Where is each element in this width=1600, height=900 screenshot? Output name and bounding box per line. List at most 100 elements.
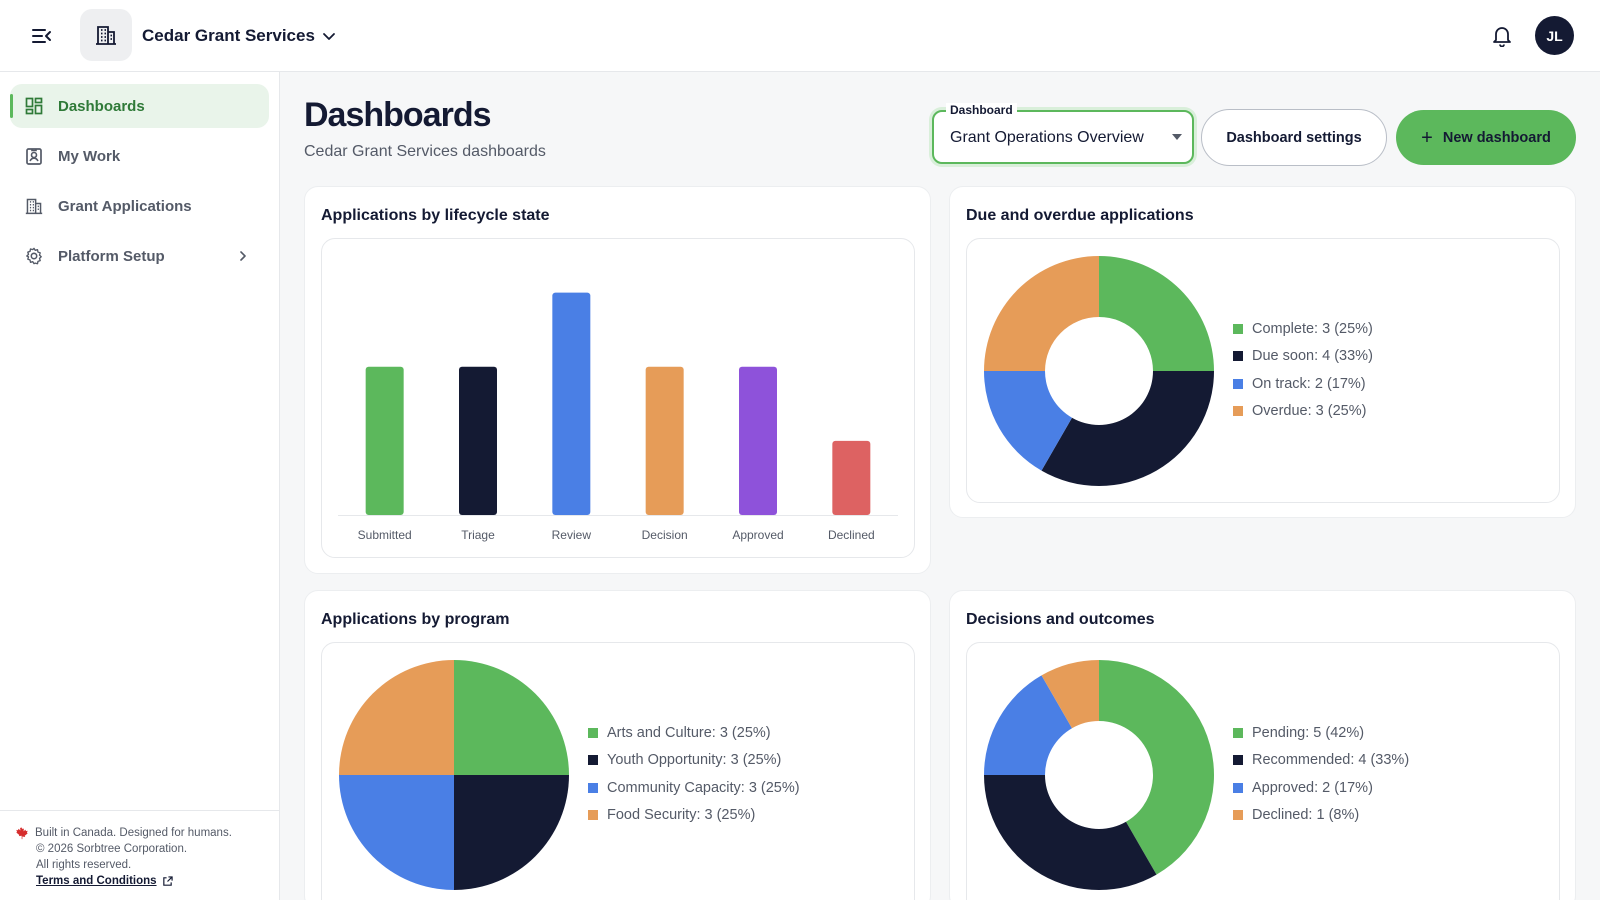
x-tick-label: Triage bbox=[461, 528, 495, 542]
slice-due-soon[interactable] bbox=[1041, 371, 1215, 486]
sidebar-item-platform-setup[interactable]: Platform Setup bbox=[10, 234, 269, 278]
slice-arts-and-culture[interactable] bbox=[454, 660, 569, 775]
legend-swatch bbox=[588, 810, 598, 821]
legend-swatch bbox=[588, 727, 598, 738]
chart-frame: Pending: 5 (42%) Recommended: 4 (33%) Appr… bbox=[966, 642, 1560, 900]
legend-swatch bbox=[588, 782, 598, 793]
slice-recommended[interactable] bbox=[984, 775, 1157, 890]
card-title: Applications by program bbox=[321, 611, 510, 628]
legend-label: Arts and Culture: 3 (25%) bbox=[607, 724, 771, 741]
sidebar-item-label: Dashboards bbox=[58, 97, 145, 115]
card-title: Due and overdue applications bbox=[966, 207, 1194, 224]
chart-legend: Arts and Culture: 3 (25%) Youth Opportuni… bbox=[588, 719, 800, 829]
footer-tagline: Built in Canada. Designed for humans. bbox=[35, 827, 232, 839]
slice-approved[interactable] bbox=[984, 675, 1072, 775]
caret-down-icon bbox=[1172, 134, 1182, 140]
chart-legend: Pending: 5 (42%) Recommended: 4 (33%) Appr… bbox=[1233, 719, 1409, 829]
sidebar-item-label: Grant Applications bbox=[58, 197, 192, 215]
slice-on-track[interactable] bbox=[984, 371, 1072, 471]
terms-link[interactable]: Terms and Conditions bbox=[14, 873, 279, 889]
chart-frame: Submitted Triage Review Decision Approved Dec… bbox=[321, 238, 915, 558]
legend-swatch bbox=[1233, 727, 1243, 738]
legend-item: Food Security: 3 (25%) bbox=[588, 802, 800, 830]
legend-swatch bbox=[1233, 323, 1243, 334]
gear-icon bbox=[24, 246, 44, 266]
legend-label: Declined: 1 (8%) bbox=[1252, 807, 1360, 824]
x-tick-label: Declined bbox=[828, 528, 875, 542]
sidebar-item-my-work[interactable]: My Work bbox=[10, 134, 269, 178]
card-title: Decisions and outcomes bbox=[966, 611, 1155, 628]
slice-youth-opportunity[interactable] bbox=[454, 775, 569, 890]
slice-complete[interactable] bbox=[1099, 256, 1214, 371]
program-pie-chart bbox=[339, 660, 569, 890]
sidebar-item-label: My Work bbox=[58, 147, 121, 165]
legend-item: Overdue: 3 (25%) bbox=[1233, 398, 1373, 426]
legend-item: Arts and Culture: 3 (25%) bbox=[588, 719, 800, 747]
legend-label: Complete: 3 (25%) bbox=[1252, 320, 1373, 337]
sidebar: Dashboards My Work Grant Applications Pl… bbox=[0, 72, 280, 900]
plus-icon: + bbox=[1421, 126, 1433, 149]
lifecycle-bar-chart: Submitted Triage Review Decision Approved Dec… bbox=[338, 292, 898, 542]
legend-swatch bbox=[1233, 810, 1243, 821]
footer-rights: All rights reserved. bbox=[36, 859, 132, 871]
legend-item: Complete: 3 (25%) bbox=[1233, 315, 1373, 343]
bar-decision[interactable] bbox=[645, 366, 684, 515]
legend-item: Youth Opportunity: 3 (25%) bbox=[588, 747, 800, 775]
legend-label: On track: 2 (17%) bbox=[1252, 375, 1366, 392]
org-name[interactable]: Cedar Grant Services bbox=[142, 26, 315, 45]
footer-copyright: © 2026 Sorbtree Corporation. bbox=[36, 843, 188, 855]
legend-swatch bbox=[1233, 351, 1243, 362]
slice-community-capacity[interactable] bbox=[339, 775, 454, 890]
slice-declined[interactable] bbox=[1041, 660, 1100, 729]
legend-item: Due soon: 4 (33%) bbox=[1233, 343, 1373, 371]
bar-declined[interactable] bbox=[832, 440, 871, 515]
legend-swatch bbox=[1233, 406, 1243, 417]
collapse-menu-icon[interactable] bbox=[28, 22, 56, 50]
legend-label: Pending: 5 (42%) bbox=[1252, 724, 1365, 741]
dashboard-select-label: Dashboard bbox=[946, 103, 1017, 117]
bar-submitted[interactable] bbox=[365, 366, 404, 515]
chevron-down-icon[interactable] bbox=[320, 27, 338, 45]
dashboard-select[interactable]: Dashboard Grant Operations Overview bbox=[932, 103, 1194, 164]
chart-frame: Arts and Culture: 3 (25%) Youth Opportuni… bbox=[321, 642, 915, 900]
card-title: Applications by lifecycle state bbox=[321, 207, 550, 224]
due-card: Due and overdue applications Complete: 3… bbox=[949, 186, 1576, 518]
slice-pending[interactable] bbox=[1099, 660, 1214, 875]
legend-label: Recommended: 4 (33%) bbox=[1252, 752, 1410, 769]
legend-item: Approved: 2 (17%) bbox=[1233, 774, 1409, 802]
bar-approved[interactable] bbox=[739, 366, 777, 515]
page-title: Dashboards bbox=[304, 96, 491, 134]
legend-item: Pending: 5 (42%) bbox=[1233, 719, 1409, 747]
sidebar-item-label: Platform Setup bbox=[58, 247, 165, 265]
dashboard-settings-button[interactable]: Dashboard settings bbox=[1201, 109, 1387, 166]
decisions-donut-chart bbox=[984, 660, 1214, 890]
legend-swatch bbox=[1233, 782, 1243, 793]
dashboard-select-value: Grant Operations Overview bbox=[950, 129, 1144, 146]
sidebar-footer: Built in Canada. Designed for humans. © … bbox=[0, 810, 279, 900]
bell-icon[interactable] bbox=[1490, 24, 1514, 48]
legend-label: Food Security: 3 (25%) bbox=[607, 807, 756, 824]
x-tick-label: Decision bbox=[642, 528, 688, 542]
program-card: Applications by program Arts and Culture… bbox=[304, 590, 931, 900]
slice-food-security[interactable] bbox=[339, 660, 454, 775]
user-avatar[interactable]: JL bbox=[1535, 16, 1574, 55]
org-logo[interactable] bbox=[80, 9, 132, 61]
external-link-icon bbox=[162, 875, 173, 886]
maple-leaf-icon bbox=[16, 826, 28, 840]
bar-triage[interactable] bbox=[459, 366, 497, 515]
building-icon bbox=[24, 196, 44, 216]
bar-review[interactable] bbox=[552, 292, 591, 515]
legend-label: Approved: 2 (17%) bbox=[1252, 779, 1373, 796]
top-bar: Cedar Grant Services JL bbox=[0, 0, 1600, 72]
new-dashboard-label: New dashboard bbox=[1442, 129, 1551, 146]
legend-item: On track: 2 (17%) bbox=[1233, 370, 1373, 398]
sidebar-item-dashboards[interactable]: Dashboards bbox=[10, 84, 269, 128]
slice-overdue[interactable] bbox=[984, 256, 1099, 371]
new-dashboard-button[interactable]: + New dashboard bbox=[1396, 110, 1576, 165]
legend-item: Declined: 1 (8%) bbox=[1233, 802, 1409, 830]
chevron-right-icon bbox=[235, 248, 251, 264]
page-subtitle: Cedar Grant Services dashboards bbox=[304, 143, 546, 160]
x-tick-label: Approved bbox=[732, 528, 783, 542]
id-badge-icon bbox=[24, 146, 44, 166]
sidebar-item-grant-applications[interactable]: Grant Applications bbox=[10, 184, 269, 228]
